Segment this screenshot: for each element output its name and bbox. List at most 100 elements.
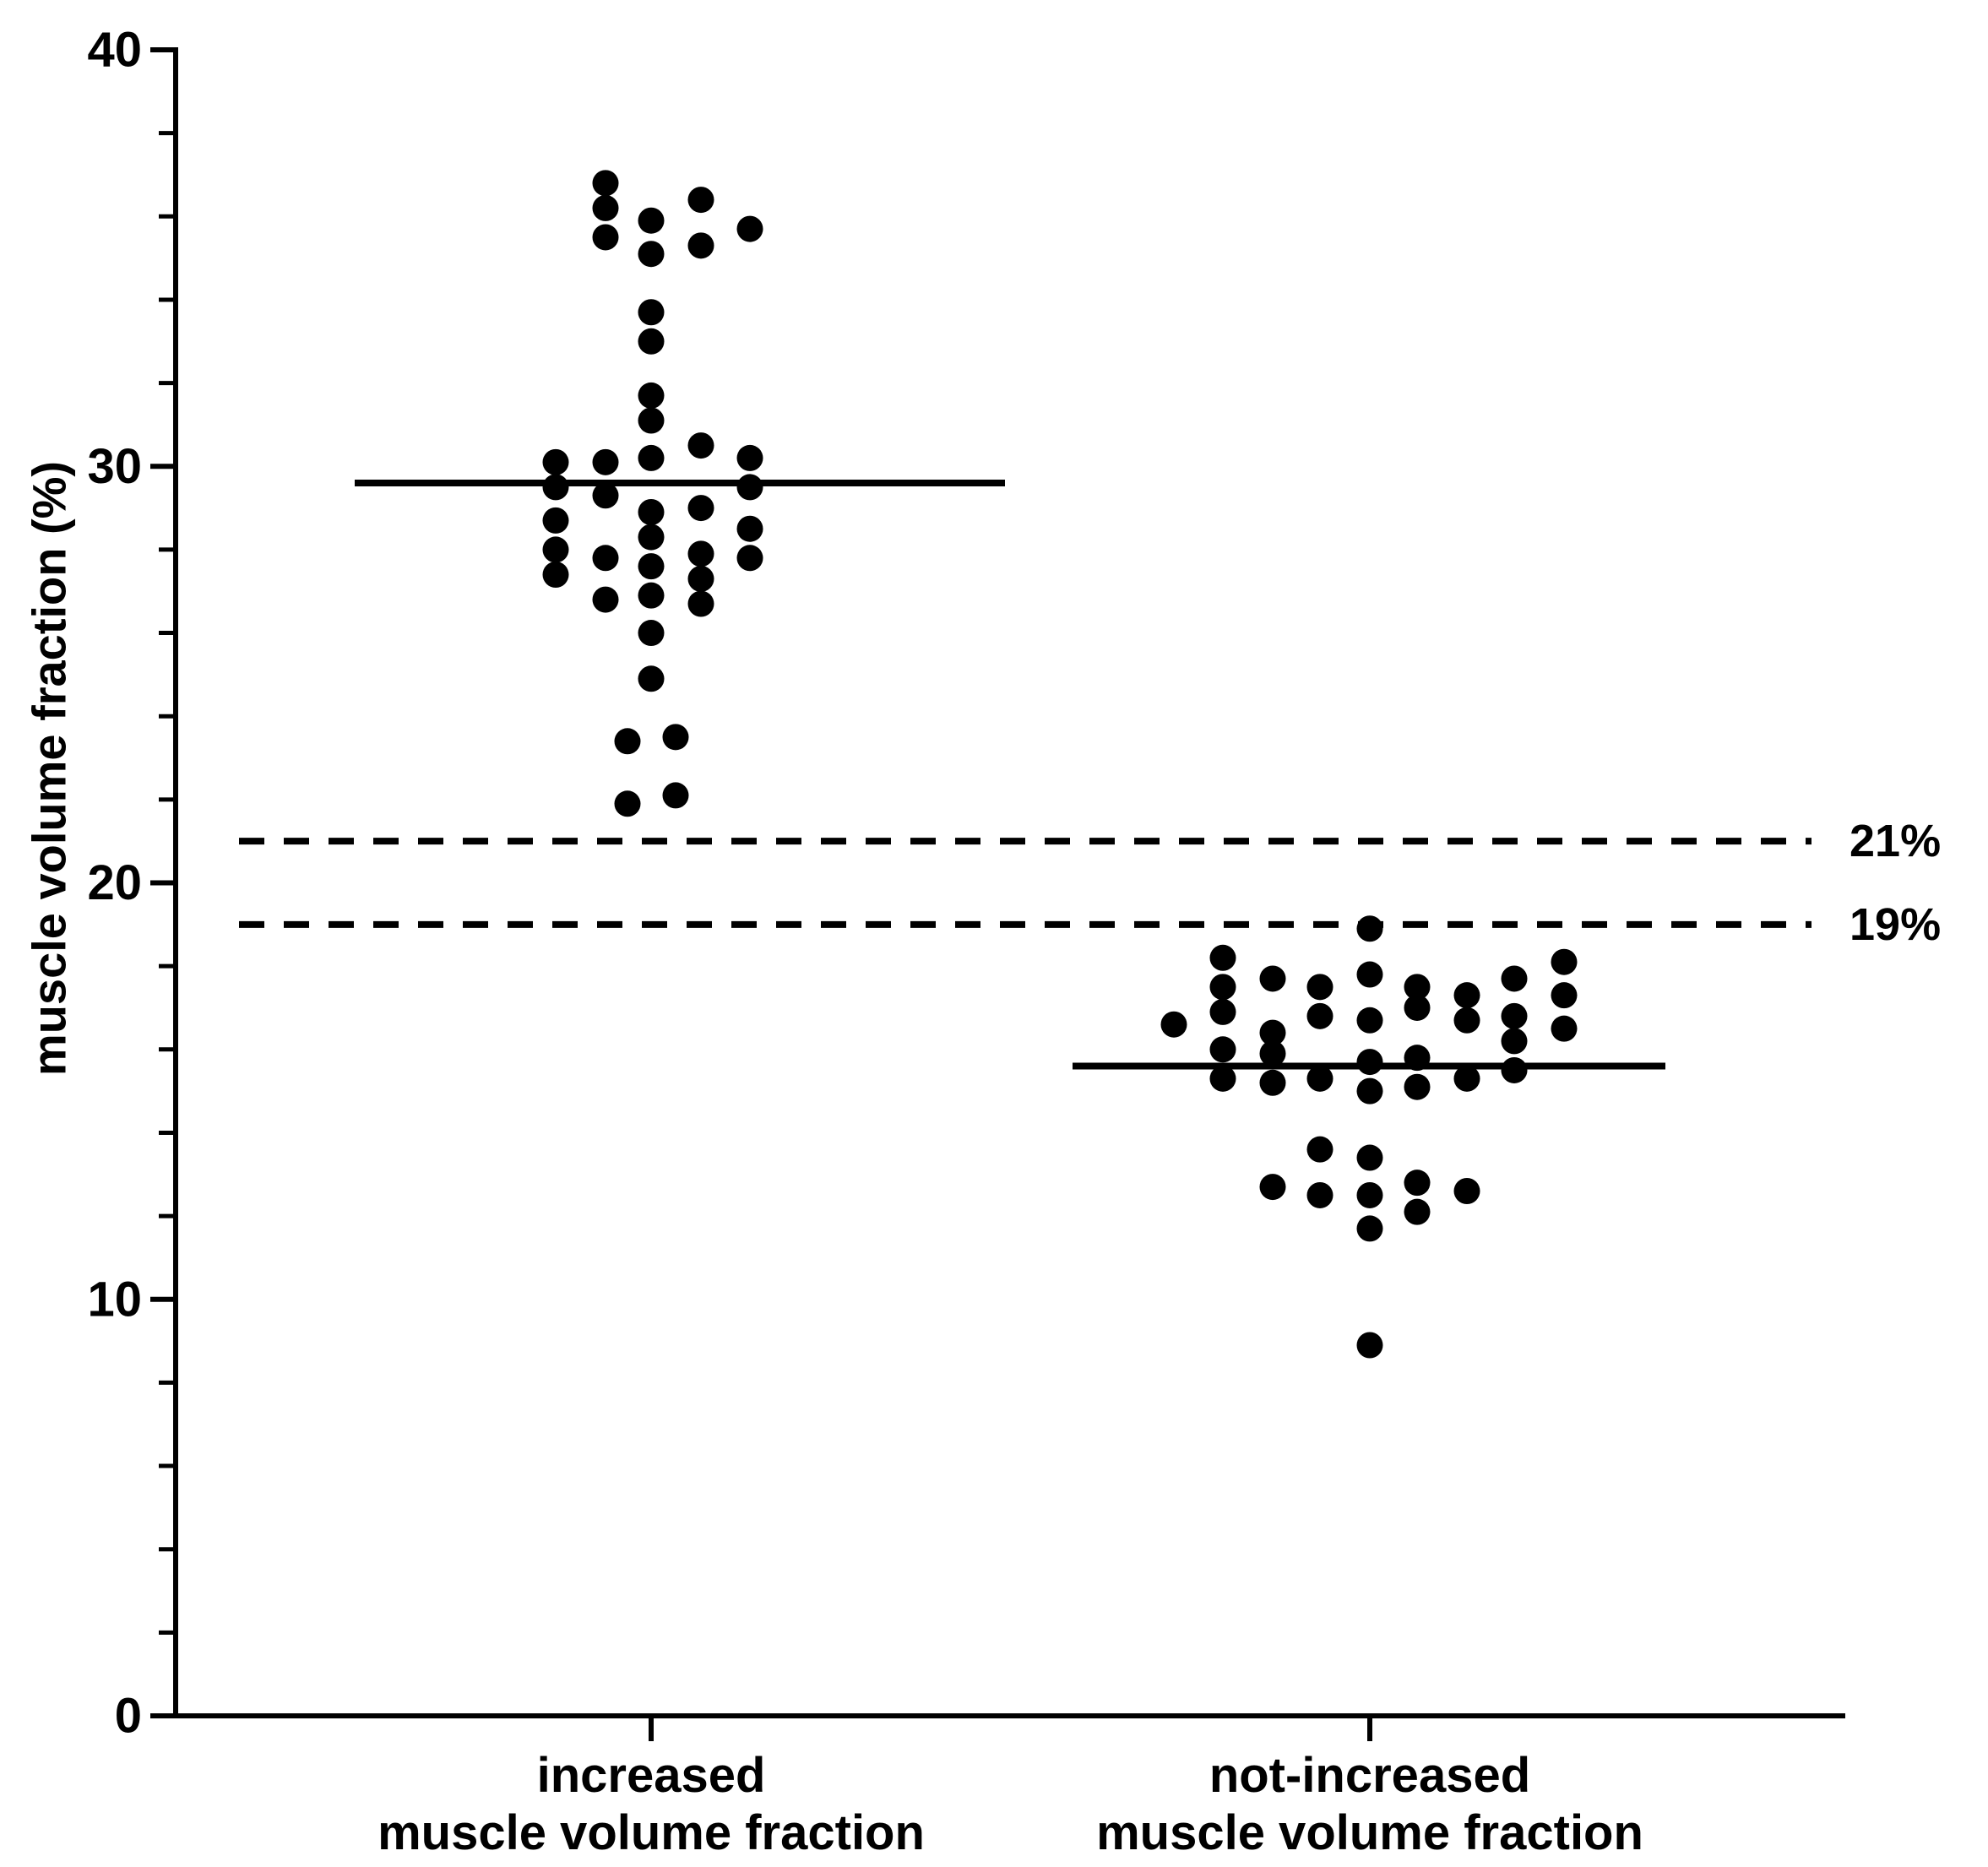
data-point <box>736 215 763 242</box>
data-point <box>638 207 665 234</box>
y-tick-label: 20 <box>87 855 142 910</box>
data-point <box>542 507 569 534</box>
data-point <box>592 482 619 509</box>
data-point <box>638 553 665 580</box>
data-point <box>1356 961 1383 988</box>
data-point <box>736 545 763 572</box>
data-point <box>614 728 641 755</box>
data-point <box>592 194 619 221</box>
data-point <box>638 524 665 551</box>
data-point <box>638 241 665 268</box>
x-axis-ticks <box>649 1716 1372 1741</box>
data-point <box>542 536 569 563</box>
data-point <box>1306 1136 1333 1163</box>
data-points <box>542 170 1578 1359</box>
data-point <box>1551 1015 1578 1042</box>
y-axis: 0 10 20 30 40 muscle volume fraction (%) <box>23 23 178 1744</box>
data-point <box>638 328 665 355</box>
data-point <box>1356 1007 1383 1034</box>
group-2-label-line2: muscle volume fraction <box>1096 1805 1643 1860</box>
data-point <box>687 565 714 592</box>
data-point <box>1209 998 1236 1025</box>
y-tick-label: 0 <box>115 1689 142 1744</box>
y-axis-tick-labels: 0 10 20 30 40 <box>87 23 142 1744</box>
group-1-label-line2: muscle volume fraction <box>378 1805 925 1860</box>
data-point <box>638 382 665 409</box>
data-point <box>1356 1144 1383 1171</box>
data-point <box>1209 974 1236 1001</box>
data-point <box>1209 1036 1236 1063</box>
data-point <box>687 232 714 259</box>
data-point <box>1356 1332 1383 1359</box>
group-2-label-line1: not-increased <box>1209 1748 1530 1803</box>
data-point <box>1306 974 1333 1001</box>
data-point <box>1551 948 1578 975</box>
data-point <box>638 499 665 526</box>
data-point <box>1404 1045 1431 1072</box>
data-point <box>614 790 641 817</box>
data-point <box>1453 1065 1480 1092</box>
data-point <box>736 444 763 471</box>
threshold-lines <box>239 838 1811 928</box>
data-point <box>1356 1049 1383 1076</box>
data-point <box>1306 1002 1333 1029</box>
data-point <box>1306 1181 1333 1208</box>
data-point <box>1404 1073 1431 1100</box>
y-axis-title: muscle volume fraction (%) <box>23 461 76 1076</box>
data-point <box>1404 974 1431 1001</box>
threshold-21-label: 21% <box>1849 816 1941 866</box>
data-point <box>1356 1077 1383 1104</box>
data-point <box>1259 1040 1286 1067</box>
data-point <box>687 590 714 617</box>
data-point <box>1160 1011 1187 1038</box>
y-tick-label: 30 <box>87 439 142 494</box>
data-point <box>687 495 714 522</box>
data-point <box>1501 1002 1528 1029</box>
data-point <box>1306 1065 1333 1092</box>
data-point <box>638 444 665 471</box>
data-point <box>662 782 689 809</box>
data-point <box>1356 1215 1383 1242</box>
data-point <box>1404 1198 1431 1225</box>
x-axis: increased muscle volume fraction not-inc… <box>173 1713 1845 1860</box>
data-point <box>1356 915 1383 942</box>
data-point <box>1259 1019 1286 1046</box>
data-point <box>1453 1007 1480 1034</box>
y-axis-ticks <box>150 47 176 1718</box>
data-point <box>687 187 714 214</box>
data-point <box>1551 982 1578 1009</box>
data-point <box>1356 1181 1383 1208</box>
data-point <box>1209 1065 1236 1092</box>
data-point <box>687 540 714 567</box>
data-point <box>638 582 665 609</box>
data-point <box>1501 1056 1528 1083</box>
data-point <box>687 432 714 459</box>
data-point <box>542 561 569 588</box>
data-point <box>592 448 619 475</box>
data-point <box>1259 965 1286 992</box>
data-point <box>542 448 569 475</box>
data-point <box>1259 1174 1286 1201</box>
data-point <box>662 724 689 751</box>
data-point <box>592 170 619 197</box>
data-point <box>592 586 619 613</box>
threshold-19-label: 19% <box>1849 899 1941 950</box>
data-point <box>1501 965 1528 992</box>
data-point <box>638 620 665 647</box>
y-tick-label: 40 <box>87 23 142 78</box>
y-tick-label: 10 <box>87 1272 142 1327</box>
data-point <box>638 665 665 692</box>
data-point <box>592 224 619 251</box>
data-point <box>1259 1069 1286 1096</box>
data-point <box>1404 1170 1431 1197</box>
data-point <box>1453 1178 1480 1205</box>
data-point <box>736 515 763 542</box>
data-point <box>638 407 665 434</box>
data-point <box>1404 994 1431 1021</box>
data-point <box>1453 982 1480 1009</box>
data-point <box>1209 944 1236 971</box>
data-point <box>638 299 665 326</box>
group-1-label-line1: increased <box>537 1748 766 1803</box>
data-point <box>736 474 763 501</box>
